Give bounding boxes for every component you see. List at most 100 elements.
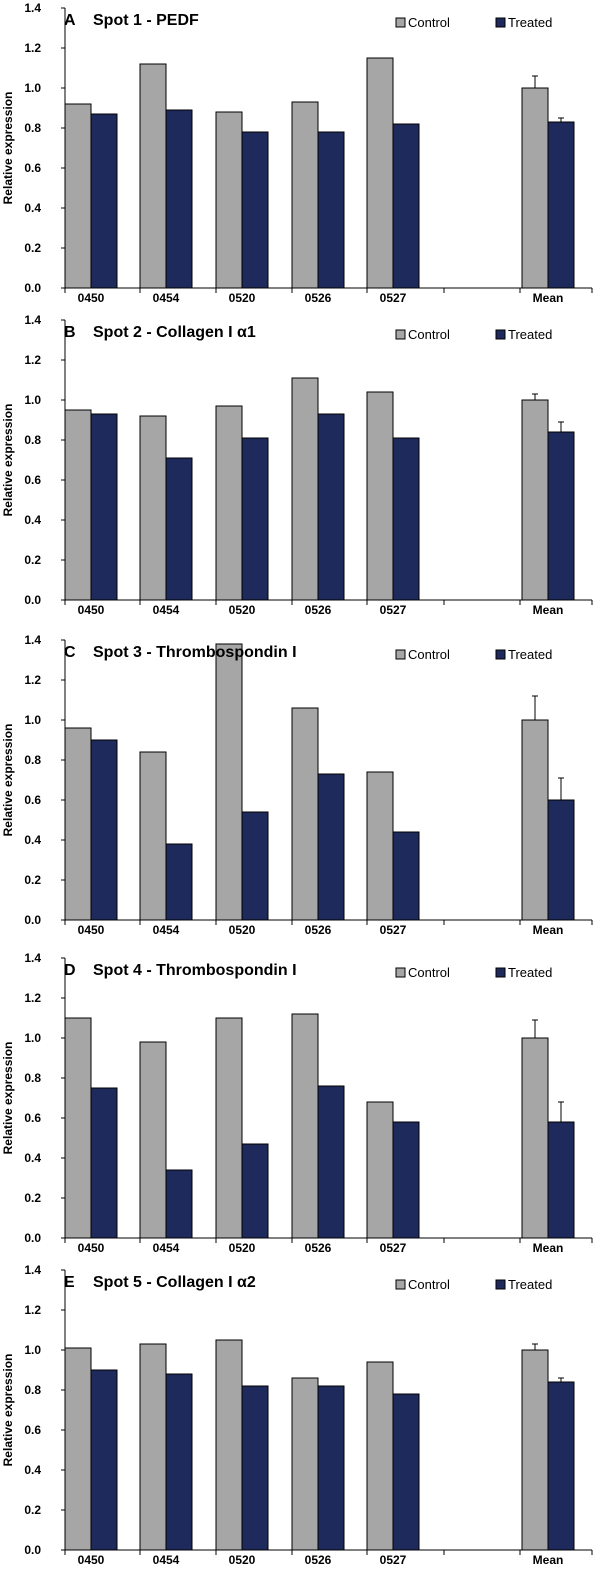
bar-treated-0527: [392, 1393, 420, 1551]
legend-label-control: Control: [408, 1277, 450, 1292]
y-tick-label: 1.4: [24, 313, 41, 327]
y-tick-label: 1.2: [24, 1303, 41, 1317]
bar-control-0450: [64, 1017, 92, 1239]
bar-treated-0450: [90, 413, 118, 601]
x-category-label: 0526: [305, 1241, 332, 1255]
bar-treated-0454: [165, 843, 193, 921]
y-tick-label: 0.6: [24, 1111, 41, 1125]
legend-label-control: Control: [408, 327, 450, 342]
legend-swatch-control: [395, 967, 406, 978]
y-tick-label: 0.8: [24, 121, 41, 135]
x-category-label: 0527: [380, 1553, 407, 1567]
x-category-label: 0526: [305, 603, 332, 617]
x-category-label: 0450: [78, 603, 105, 617]
bar-control-Mean: [521, 87, 549, 289]
y-tick-label: 1.0: [24, 1343, 41, 1357]
y-tick-label: 0.4: [24, 833, 41, 847]
bar-treated-0527: [392, 123, 420, 289]
x-category-label: Mean: [533, 1241, 564, 1255]
y-tick-label: 0.6: [24, 793, 41, 807]
bar-treated-0526: [317, 1085, 345, 1239]
legend-swatch-control: [395, 1279, 406, 1290]
chart-panel-b: 0.0 0.2 0.4 0.6 0.8 1.0 1.2 1.4 0450 0454 0520 0526…: [1, 313, 593, 617]
x-category-label: 0520: [229, 291, 256, 305]
y-tick-label: 0.6: [24, 161, 41, 175]
bar-treated-0520: [241, 811, 269, 921]
bar-control-0454: [139, 1041, 167, 1239]
bar-control-Mean: [521, 1349, 549, 1551]
x-category-label: 0450: [78, 923, 105, 937]
legend-label-treated: Treated: [508, 647, 552, 662]
x-category-label: 0450: [78, 291, 105, 305]
bar-treated-0454: [165, 1373, 193, 1551]
y-tick-label: 0.4: [24, 1151, 41, 1165]
y-tick-label: 0.8: [24, 1383, 41, 1397]
legend-label-control: Control: [408, 647, 450, 662]
x-category-label: 0527: [380, 923, 407, 937]
y-tick-label: 0.0: [24, 593, 41, 607]
bar-treated-0520: [241, 131, 269, 289]
chart-panel-c: 0.0 0.2 0.4 0.6 0.8 1.0 1.2 1.4 0450 0454 0520 0526…: [1, 633, 593, 937]
bar-treated-0526: [317, 773, 345, 921]
y-axis-label: Relative expression: [1, 724, 15, 837]
legend-swatch-control: [395, 17, 406, 28]
bar-control-0450: [64, 409, 92, 601]
bar-control-0454: [139, 63, 167, 289]
y-tick-label: 1.2: [24, 673, 41, 687]
legend-label-treated: Treated: [508, 15, 552, 30]
x-category-label: 0450: [78, 1241, 105, 1255]
x-category-label: 0520: [229, 923, 256, 937]
bar-control-0527: [366, 1361, 394, 1551]
x-category-label: 0454: [153, 603, 180, 617]
y-tick-label: 0.2: [24, 873, 41, 887]
chart-title: Spot 1 - PEDF: [93, 12, 199, 29]
bar-treated-0454: [165, 1169, 193, 1239]
chart-title: Spot 3 - Thrombospondin I: [93, 644, 297, 661]
bar-control-0526: [291, 1377, 319, 1551]
bar-treated-0526: [317, 1385, 345, 1551]
x-category-label: 0527: [380, 291, 407, 305]
chart-title: Spot 2 - Collagen I α1: [93, 324, 256, 341]
panel-letter: B: [64, 324, 76, 341]
y-tick-label: 1.0: [24, 81, 41, 95]
x-category-label: 0520: [229, 1241, 256, 1255]
x-category-label: 0526: [305, 291, 332, 305]
y-tick-label: 0.8: [24, 753, 41, 767]
chart-title: Spot 5 - Collagen I α2: [93, 1274, 256, 1291]
chart-title: Spot 4 - Thrombospondin I: [93, 962, 297, 979]
bar-control-Mean: [521, 399, 549, 601]
bar-control-Mean: [521, 1037, 549, 1239]
bar-treated-0454: [165, 457, 193, 601]
bar-treated-0450: [90, 1369, 118, 1551]
legend-label-treated: Treated: [508, 1277, 552, 1292]
y-tick-label: 0.4: [24, 513, 41, 527]
bar-control-0526: [291, 707, 319, 921]
legend-swatch-treated: [495, 17, 506, 28]
y-axis-label: Relative expression: [1, 404, 15, 517]
bar-control-0526: [291, 377, 319, 601]
y-tick-label: 0.8: [24, 433, 41, 447]
legend-swatch-treated: [495, 1279, 506, 1290]
x-category-label: 0526: [305, 923, 332, 937]
bar-control-Mean: [521, 719, 549, 921]
legend-swatch-treated: [495, 649, 506, 660]
legend-swatch-control: [395, 649, 406, 660]
y-tick-label: 0.6: [24, 1423, 41, 1437]
y-tick-label: 1.2: [24, 991, 41, 1005]
y-tick-label: 1.2: [24, 353, 41, 367]
y-tick-label: 0.0: [24, 1231, 41, 1245]
y-tick-label: 1.4: [24, 1, 41, 15]
bar-control-0520: [215, 111, 243, 289]
x-category-label: 0520: [229, 1553, 256, 1567]
bar-control-0526: [291, 1013, 319, 1239]
panel-letter: C: [64, 644, 76, 661]
panel-letter: E: [64, 1274, 75, 1291]
y-tick-label: 0.0: [24, 913, 41, 927]
y-tick-label: 1.0: [24, 1031, 41, 1045]
y-tick-label: 1.4: [24, 951, 41, 965]
chart-panel-e: 0.0 0.2 0.4 0.6 0.8 1.0 1.2 1.4 0450 0454 0520 0526…: [1, 1263, 593, 1567]
bar-treated-Mean: [547, 431, 575, 601]
bar-control-0520: [215, 1339, 243, 1551]
x-category-label: 0527: [380, 1241, 407, 1255]
